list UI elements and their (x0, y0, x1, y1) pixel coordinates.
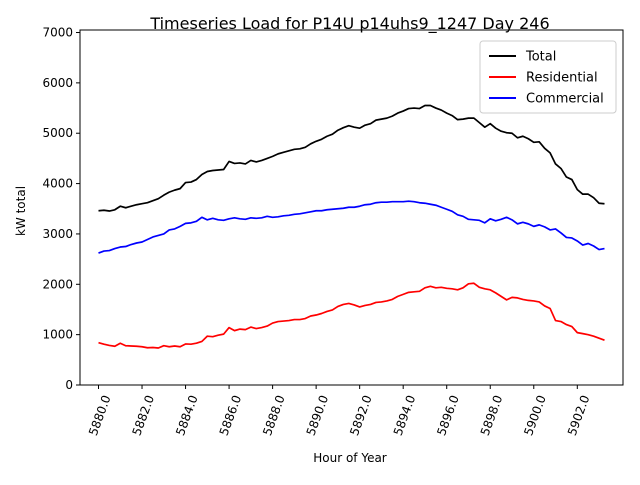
y-axis: 0 1000 2000 3000 4000 5000 6000 7000 (42, 26, 80, 392)
legend: Total Residential Commercial (479, 40, 617, 114)
series-line-total (98, 104, 605, 212)
plot-area-frame (79, 29, 624, 386)
chart-title: Timeseries Load for P14U p14uhs9_1247 Da… (149, 14, 549, 34)
series-line-commercial (98, 200, 605, 254)
x-axis-label: Hour of Year (313, 451, 387, 465)
y-tick-label: 1000 (42, 328, 73, 342)
y-tick-label: 6000 (42, 76, 73, 90)
series-line-residential (98, 282, 605, 349)
legend-box (479, 40, 617, 114)
y-axis-label: kW total (14, 186, 28, 236)
y-tick-label: 3000 (42, 227, 73, 241)
y-tick-label: 7000 (42, 26, 73, 40)
y-tick-label: 0 (65, 378, 73, 392)
y-tick-label: 2000 (42, 277, 73, 291)
y-tick-label: 5000 (42, 126, 73, 140)
legend-label-commercial: Commercial (526, 92, 604, 107)
series-layer (98, 104, 605, 349)
y-tick-label: 4000 (42, 177, 73, 191)
legend-label-residential: Residential (526, 71, 598, 86)
legend-label-total: Total (525, 50, 556, 65)
